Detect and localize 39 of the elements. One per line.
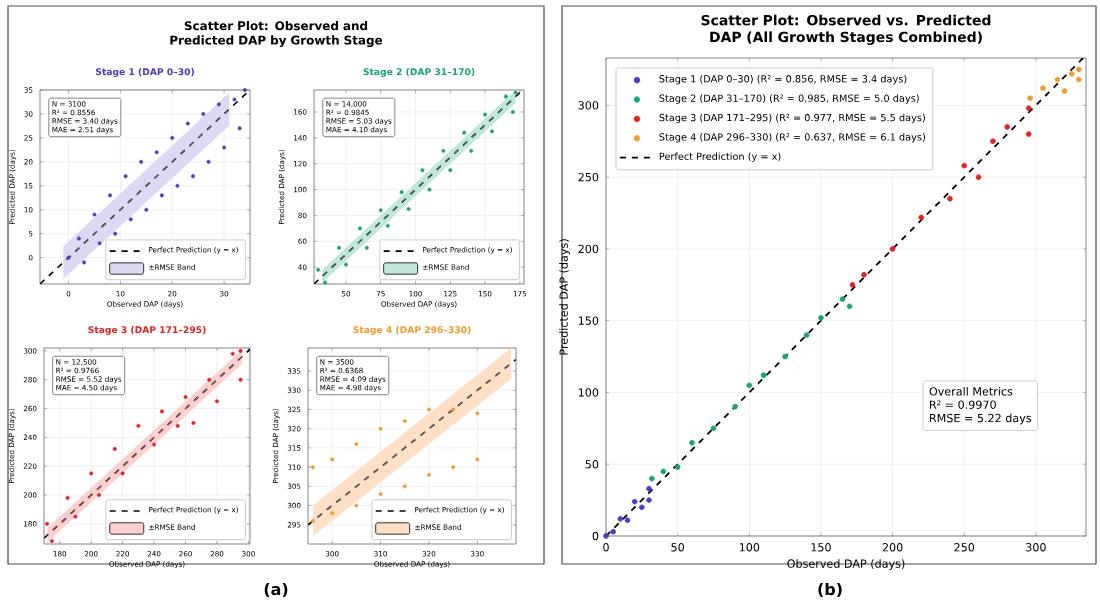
point [1040, 85, 1046, 91]
point [1025, 131, 1032, 137]
point [849, 281, 856, 288]
point [760, 372, 767, 379]
point [889, 246, 896, 252]
point [610, 528, 616, 535]
point [846, 303, 853, 310]
point [689, 439, 695, 446]
point [710, 425, 717, 432]
point [1027, 95, 1033, 101]
point [803, 332, 810, 338]
point [1076, 76, 1082, 83]
point [918, 214, 925, 221]
point [1068, 70, 1075, 77]
point [646, 485, 652, 492]
point [649, 475, 655, 482]
point [782, 353, 788, 360]
point [1004, 124, 1011, 130]
point [603, 533, 609, 539]
point [746, 382, 753, 389]
point [1061, 88, 1068, 94]
point [961, 162, 968, 169]
point [646, 497, 652, 503]
point [818, 315, 824, 321]
point [990, 138, 996, 145]
point [839, 296, 846, 302]
point [1054, 76, 1061, 83]
point [1025, 105, 1032, 112]
point [732, 404, 738, 410]
point [617, 515, 624, 522]
point [639, 504, 645, 511]
point [947, 195, 953, 202]
point [975, 174, 982, 180]
point [674, 464, 681, 470]
point [660, 468, 667, 475]
point [624, 517, 631, 524]
point [1076, 66, 1082, 73]
point [861, 271, 867, 278]
point [631, 498, 638, 505]
